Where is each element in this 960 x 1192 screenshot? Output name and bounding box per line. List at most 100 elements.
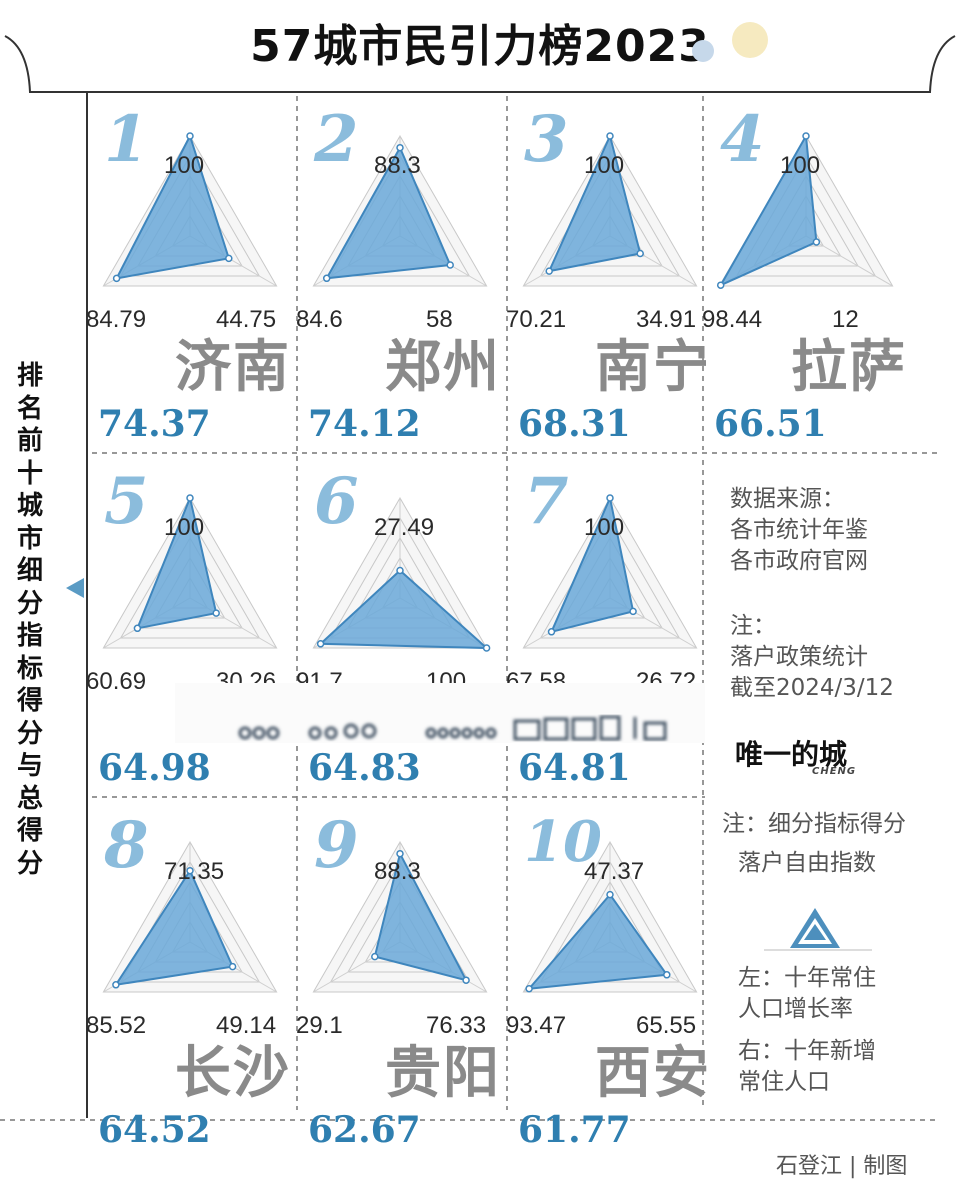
watermark-strip: [175, 683, 705, 743]
total-score: 74.12: [308, 403, 421, 445]
radar-chart: [522, 840, 698, 993]
radar-point: [225, 254, 233, 263]
value-right: 12: [832, 306, 859, 333]
radar-series-polygon: [113, 868, 235, 987]
value-right: 44.75: [216, 306, 277, 333]
radar-point: [446, 261, 454, 269]
decorative-circle: [692, 40, 714, 62]
radar-point: [396, 143, 404, 152]
radar-chart: [102, 840, 278, 993]
radar-point: [482, 644, 491, 652]
radar-series-polygon: [114, 133, 231, 280]
city-card: 6 27.49 91.7 100 64.83: [296, 458, 507, 808]
radar-series-polygon: [526, 892, 669, 990]
radar-point: [663, 971, 671, 979]
radar-chart: [312, 840, 488, 993]
radar-series-polygon: [549, 494, 635, 634]
city-name: 济南: [175, 335, 291, 400]
value-top: 27.49: [374, 514, 435, 541]
value-top: 88.3: [374, 858, 421, 885]
radar-chart: [102, 132, 278, 287]
radar-series-polygon: [324, 145, 452, 280]
legend-top-axis: 落户自由指数: [738, 850, 876, 876]
page-title: 57城市民引力榜2023: [250, 21, 710, 72]
radar-point: [186, 132, 194, 140]
city-card: 3 100 70.21 34.91 南宁 68.31: [506, 96, 717, 446]
value-left: 98.44: [702, 306, 763, 333]
radar-axis: [805, 235, 893, 287]
radar-point: [212, 609, 220, 617]
radar-series-polygon: [373, 850, 469, 982]
value-right: 49.14: [216, 1012, 277, 1039]
city-card: 10 47.37 93.47 65.55 西安 61.77: [506, 802, 717, 1152]
value-top: 100: [584, 514, 625, 541]
rank-number: 5: [104, 464, 149, 539]
brand-logo: 唯一的城: [735, 738, 848, 771]
value-right: 76.33: [426, 1012, 487, 1039]
city-name: 拉萨: [791, 335, 907, 400]
rank-number: 3: [524, 102, 569, 177]
total-score: 64.52: [98, 1109, 211, 1151]
legend-right-axis: 右：十年新增: [738, 1038, 876, 1064]
rank-number: 7: [524, 464, 569, 539]
pointer-arrow-icon: [66, 578, 84, 598]
city-card: 8 71.35 85.52 49.14 长沙 64.52: [86, 802, 297, 1152]
rank-number: 1: [104, 102, 149, 177]
radar-point: [606, 890, 614, 899]
total-score: 61.77: [518, 1109, 631, 1151]
city-name: 南宁: [595, 335, 711, 400]
radar-point: [606, 132, 614, 140]
city-card: 7 100 67.58 26.72 64.81: [506, 458, 717, 808]
source-line: 各市政府官网: [730, 548, 868, 574]
value-right: 65.55: [636, 1012, 697, 1039]
radar-point: [322, 274, 331, 283]
total-score: 64.83: [308, 747, 421, 789]
value-top: 88.3: [374, 152, 421, 179]
side-label: 排名前十城市细分指标得分与总得分: [16, 361, 43, 879]
value-left: 29.1: [296, 1012, 343, 1039]
radar-chart: [522, 132, 698, 287]
radar-point: [547, 628, 556, 636]
radar-grid-ring: [119, 861, 261, 983]
value-left: 84.79: [86, 306, 147, 333]
radar-point: [396, 566, 404, 575]
city-card: 1 100 84.79 44.75 济南 74.37: [86, 96, 297, 446]
radar-point: [812, 238, 821, 246]
radar-series-polygon: [547, 132, 642, 273]
note-line: 落户政策统计: [730, 644, 868, 670]
radar-point: [228, 962, 237, 971]
radar-chart: [312, 134, 488, 287]
legend-right-axis: 常住人口: [738, 1069, 830, 1095]
value-right: 34.91: [636, 306, 697, 333]
value-top: 100: [584, 152, 625, 179]
legend-triangle-icon: [764, 908, 872, 951]
radar-point: [396, 849, 404, 858]
radar-series-polygon: [718, 132, 818, 288]
city-name: 西安: [595, 1041, 711, 1106]
radar-point: [186, 494, 194, 502]
radar-chart: [312, 496, 491, 652]
note-title: 注：: [730, 613, 776, 639]
value-left: 85.52: [86, 1012, 147, 1039]
legend-left-axis: 人口增长率: [738, 996, 853, 1022]
radar-point: [186, 866, 194, 875]
total-score: 66.51: [714, 403, 827, 445]
total-score: 74.37: [98, 403, 211, 445]
note-line: 截至2024/3/12: [730, 675, 894, 701]
radar-series-polygon: [135, 494, 218, 630]
value-top: 100: [164, 514, 205, 541]
radar-grid-ring: [119, 517, 261, 639]
decorative-circle: [732, 22, 768, 58]
source-title: 数据来源：: [730, 486, 845, 512]
source-line: 各市统计年鉴: [730, 517, 868, 543]
value-left: 84.6: [296, 306, 343, 333]
radar-point: [112, 981, 120, 989]
radar-point: [545, 267, 553, 275]
radar-chart: [102, 494, 278, 649]
value-right: 58: [426, 306, 453, 333]
radar-point: [462, 976, 470, 984]
credit-text: 石登江 | 制图: [776, 1154, 908, 1179]
legend-left-axis: 左：十年常住: [738, 965, 876, 991]
radar-series-polygon: [318, 569, 490, 650]
